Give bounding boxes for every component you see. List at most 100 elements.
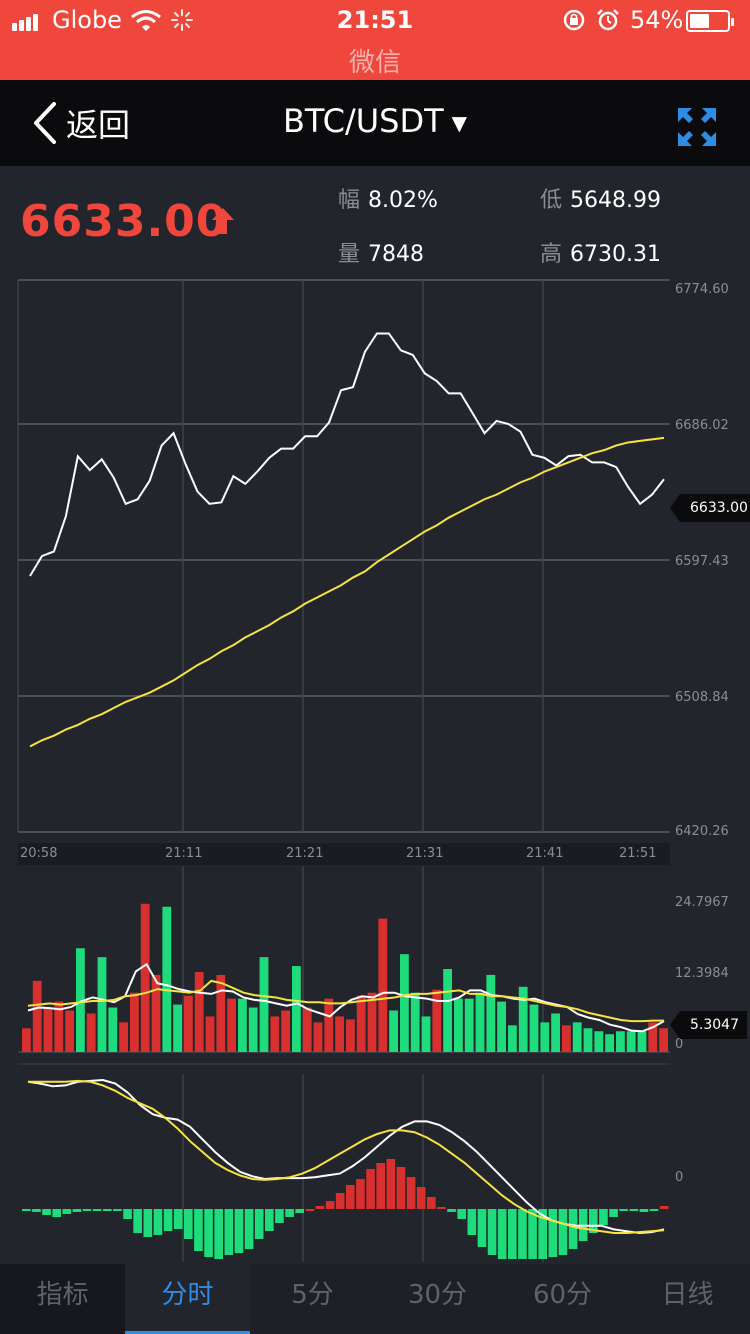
macd-histogram-bar (234, 1209, 244, 1253)
back-button[interactable]: 返回 (32, 100, 130, 146)
macd-histogram-bar (285, 1209, 294, 1217)
volume-bar (162, 906, 172, 1052)
volume-bar (443, 969, 452, 1052)
volume-y-tick: 24.7967 (675, 895, 729, 910)
macd-histogram-bar (406, 1177, 416, 1209)
back-label: 返回 (66, 106, 131, 144)
volume-ma-line-yellow (27, 979, 664, 1023)
volume-bar (227, 998, 236, 1052)
volume-bar (529, 1004, 539, 1052)
time-tick: 21:11 (165, 846, 203, 861)
macd-histogram-bar (528, 1209, 537, 1259)
macd-histogram-bar (32, 1209, 41, 1212)
volume-y-tick: 0 (675, 1037, 684, 1052)
rotation-lock-icon (563, 9, 585, 31)
macd-histogram-bar (173, 1209, 183, 1229)
macd-histogram-bar (184, 1209, 193, 1239)
macd-histogram-bar (224, 1209, 234, 1255)
macd-histogram-bar (457, 1209, 466, 1219)
volume-bar (216, 974, 226, 1052)
volume-bar (540, 1022, 550, 1052)
tab-30min[interactable]: 30分 (407, 1280, 468, 1310)
volume-bar (400, 954, 409, 1052)
macd-histogram-bar (619, 1209, 628, 1211)
volume-bar (475, 992, 485, 1052)
expand-icon[interactable] (676, 106, 718, 148)
battery-icon (686, 10, 734, 32)
caret-down-icon: ▼ (451, 111, 468, 135)
time-tick: 21:21 (286, 846, 324, 861)
macd-histogram-bar (508, 1209, 517, 1259)
volume-bar (583, 1028, 593, 1052)
macd-histogram-bar (437, 1207, 446, 1209)
volume-bar (313, 1022, 323, 1052)
macd-histogram-bar (92, 1209, 102, 1211)
change-label: 幅 (338, 188, 361, 213)
macd-histogram-bar (244, 1209, 254, 1249)
macd-histogram-bar (265, 1209, 274, 1231)
macd-histogram-bar (52, 1209, 61, 1217)
volume-bar (86, 1013, 96, 1052)
tab-60min[interactable]: 60分 (532, 1280, 593, 1310)
low-value: 5648.99 (570, 188, 661, 213)
macd-histogram-bar (659, 1206, 669, 1209)
carrier-name: Globe (52, 6, 122, 34)
pair-label: BTC/USDT (282, 102, 444, 140)
volume-bar (346, 1019, 355, 1052)
tab-indicators[interactable]: 指标 (0, 1264, 125, 1334)
volume-bar (659, 1028, 668, 1052)
tab-time-share[interactable]: 分时 (125, 1264, 250, 1334)
high-value: 6730.31 (570, 242, 661, 267)
volume-bar (32, 980, 42, 1052)
volume-bar (270, 1016, 280, 1052)
last-price: 6633.00 (20, 196, 228, 247)
macd-histogram-bar (153, 1209, 163, 1235)
macd-histogram-bar (487, 1209, 497, 1255)
volume-bar (22, 1028, 31, 1052)
volume-bar (637, 1031, 647, 1052)
volume-bar (518, 986, 528, 1052)
macd-histogram-bar (305, 1209, 315, 1211)
price-y-tick: 6420.26 (675, 824, 729, 839)
nav-bar: 返回 BTC/USDT ▼ (0, 80, 750, 166)
volume-bar (356, 995, 366, 1052)
volume-bar (432, 989, 442, 1052)
macd-histogram-bar (82, 1209, 92, 1211)
tab-5min[interactable]: 5分 (291, 1280, 334, 1310)
status-bar: Globe 21:51 54% 微信 (0, 0, 750, 80)
volume-bar (248, 1007, 258, 1052)
macd-histogram-bar (376, 1163, 385, 1209)
tab-daily[interactable]: 日线 (661, 1280, 714, 1310)
macd-histogram-bar (62, 1209, 72, 1214)
macd-histogram-bar (133, 1209, 142, 1233)
macd-histogram-bar (163, 1209, 173, 1231)
price-chart-area (18, 280, 670, 832)
ticker-panel: 6633.00 幅 8.02% 低 5648.99 量 7848 高 6730.31 (0, 166, 750, 276)
volume-bar (173, 1004, 182, 1052)
macd-histogram-bar (143, 1209, 153, 1237)
volume-bar (605, 1034, 614, 1052)
macd-histogram-bar (194, 1209, 203, 1251)
macd-histogram-bar (548, 1209, 558, 1257)
battery-percent: 54% (630, 6, 684, 34)
wechat-title: 微信 (348, 48, 401, 78)
price-up-arrow-icon (212, 208, 234, 234)
macd-histogram-bar (497, 1209, 507, 1259)
price-y-tick: 6686.02 (675, 417, 729, 433)
macd-histogram-bar (639, 1209, 649, 1212)
volume-bar (335, 1016, 344, 1052)
macd-histogram-bar (589, 1209, 598, 1233)
macd-histogram-bar (609, 1209, 618, 1217)
time-tick: 20:58 (20, 846, 58, 861)
time-tick: 21:51 (619, 846, 657, 861)
pair-selector[interactable]: BTC/USDT ▼ (0, 102, 750, 140)
average-price-line (29, 436, 665, 748)
price-y-tick: 6597.43 (675, 554, 729, 569)
macd-histogram-bar (477, 1209, 487, 1247)
macd-histogram-bar (558, 1209, 568, 1255)
macd-histogram-bar (113, 1209, 122, 1211)
volume-bar (205, 1016, 215, 1052)
clock: 21:51 (336, 6, 414, 34)
macd-histogram-bar (538, 1209, 547, 1259)
